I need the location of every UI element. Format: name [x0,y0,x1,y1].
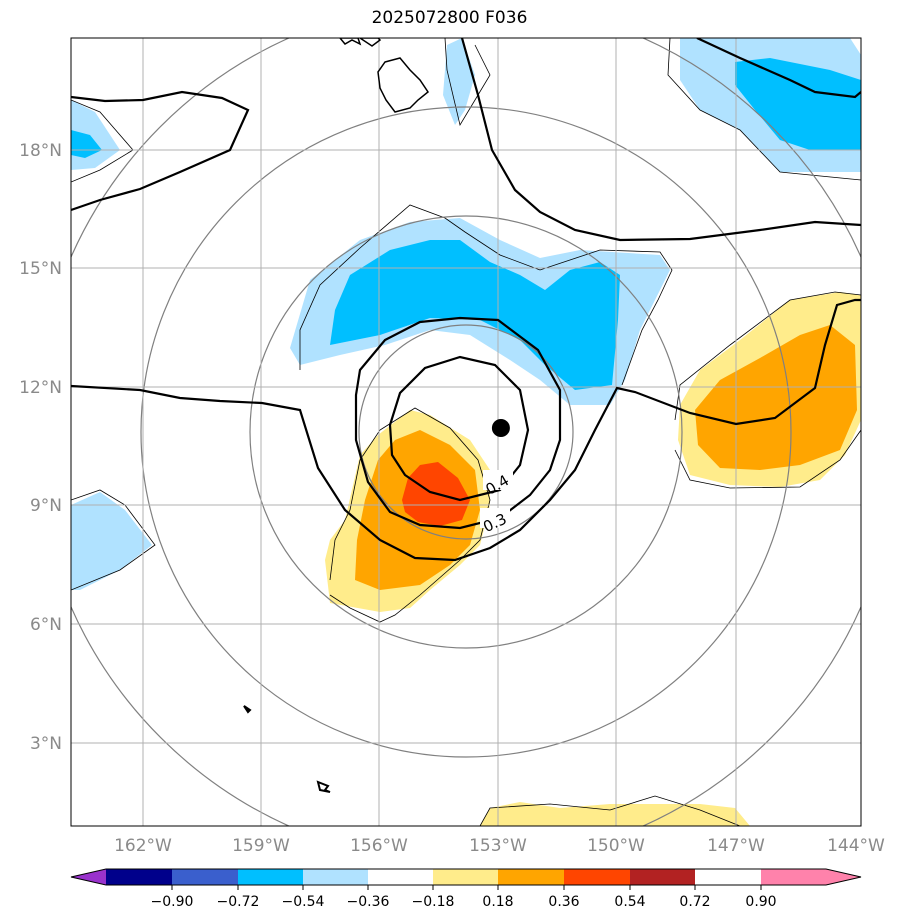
colorbar-swatch [238,869,303,885]
coastlines [243,38,430,793]
lon-label: 144°W [827,836,885,856]
lon-label: 147°W [707,836,765,856]
colorbar-label: −0.36 [347,894,390,910]
west-cloud-dark [71,130,102,158]
colorbar-label: −0.72 [217,894,260,910]
lat-label: 9°N [30,496,62,516]
hawaii-cloud [443,38,475,125]
colorbar-swatch [368,869,433,885]
lon-label: 162°W [114,836,172,856]
lon-tick-labels: 162°W 159°W 156°W 153°W 150°W 147°W 144°… [114,836,885,856]
colorbar-label: −0.54 [282,894,325,910]
south-warm [480,802,750,826]
colorbar-swatch [106,869,172,885]
range-rings [71,38,861,826]
hawaii-big-island [377,57,430,113]
southwest-cloud [71,492,152,590]
small-island-1 [243,705,252,714]
contour-0-4 [388,355,530,502]
maui-island [339,38,382,47]
lat-label: 18°N [19,141,62,161]
map-frame [70,37,862,827]
north-cloud-dark [735,58,861,150]
colorbar-outline [70,868,862,886]
small-island-2 [316,780,331,793]
plot-area: 0.4 0.3 [71,38,861,826]
lat-label: 3°N [30,734,62,754]
lon-label: 150°W [587,836,645,856]
colorbar-label: 0.18 [482,894,513,910]
lon-label: 156°W [350,836,408,856]
colorbar-label: 0.72 [679,894,710,910]
lat-label: 12°N [19,378,62,398]
storm-center-marker [491,419,510,437]
gridlines [71,38,861,826]
ring-medium [249,215,683,649]
contour-northeast-top [696,38,861,99]
central-cloud-dark [330,240,620,390]
colorbar-swatch [433,869,498,885]
contour-0-3 [354,316,562,530]
colorbar-under-extension [71,869,106,885]
lat-label: 15°N [19,259,62,279]
contour-main [71,298,861,562]
colorbar-label: 0.54 [614,894,645,910]
colorbar-label: 0.90 [745,894,776,910]
colorbar-label: −0.18 [412,894,455,910]
colorbar-swatch [498,869,564,885]
map-title: 2025072800 F036 [371,8,528,28]
lat-tick-labels: 3°N 6°N 9°N 12°N 15°N 18°N [19,141,62,754]
colorbar-label: 0.36 [548,894,579,910]
colorbar-swatch [172,869,238,885]
bold-contours [71,38,861,562]
colorbar-label: −0.90 [151,894,194,910]
ring-small [358,324,574,540]
colorbar-over-extension [761,869,861,885]
colorbar-swatch [303,869,368,885]
contour-north-east [460,38,861,242]
colorbar-swatch [564,869,630,885]
lat-label: 6°N [30,615,62,635]
ring-large [140,106,792,758]
lon-label: 153°W [469,836,527,856]
boundary-contours [71,38,861,826]
colorbar: −0.90 −0.72 −0.54 −0.36 −0.18 0.18 0.36 … [70,868,862,910]
colorbar-ticks [171,885,762,890]
colorbar-swatch [630,869,695,885]
contour-northwest [71,90,250,212]
lon-label: 159°W [232,836,290,856]
